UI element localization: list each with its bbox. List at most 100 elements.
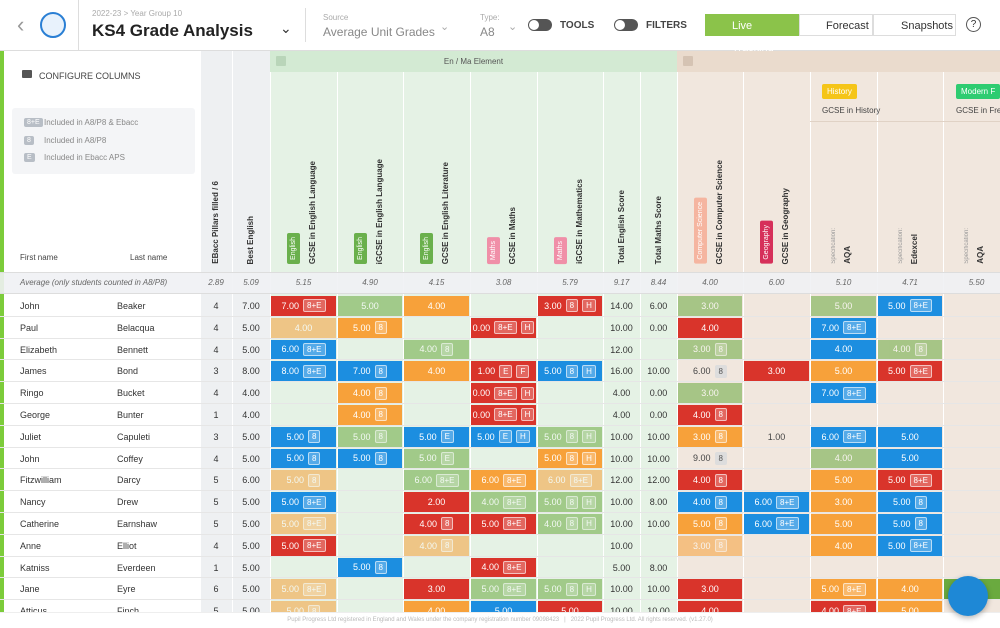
live-tracking-button[interactable]: Live Tracking [705, 14, 799, 54]
last-name: Finch [117, 606, 140, 612]
badge: 8+E [503, 560, 526, 574]
cell-value: 1 [213, 562, 219, 573]
cell-value: 10.00 [647, 453, 670, 464]
cell-value: 3 [213, 366, 219, 377]
average-value: 4.71 [902, 278, 918, 287]
grade: 4.00 [901, 584, 919, 595]
toggle-label: TOOLS [560, 20, 595, 31]
grade-cell: 6.00 8+E [271, 339, 336, 360]
column-header: Total Maths Score [653, 195, 663, 264]
grade-cell: 6.00 8+E [404, 470, 469, 491]
grade-cell: 5.00 8+E [878, 470, 942, 491]
cell-value: 10.00 [610, 497, 633, 508]
grade: 5.00 [821, 584, 840, 595]
cell-value: 0.00 [649, 410, 668, 420]
cell-value: 10.00 [610, 322, 633, 333]
group-header [270, 51, 677, 72]
toggle[interactable] [528, 19, 552, 31]
grade: 3.00 [544, 300, 562, 311]
back-arrow[interactable]: ‹ [17, 12, 25, 37]
grade-cell: 4.00 8+E [811, 601, 876, 612]
divider [78, 0, 79, 50]
grade: 4.00 [693, 475, 711, 486]
grade-cell: 1.00 [744, 427, 809, 447]
badge: 8+E [843, 386, 866, 400]
grade-cell: 5.00 8+E [271, 535, 336, 556]
source-label: Source [323, 13, 349, 22]
cell-value: 4 [213, 540, 219, 551]
chat-button[interactable] [948, 576, 988, 616]
grade: 3.00 [427, 584, 446, 595]
grade: 5.00 [419, 431, 437, 442]
cell-value: 10.00 [647, 606, 670, 612]
row-line [0, 555, 1000, 557]
grade: 6.00 [821, 431, 840, 442]
grade: 5.00 [286, 475, 305, 486]
last-name: Coffey [117, 453, 143, 464]
grade-cell: 3.00 [744, 361, 809, 382]
grade: 4.00 [427, 366, 446, 377]
snapshots-button[interactable]: Snapshots [873, 14, 956, 36]
title-chevron[interactable]: ⌄ [280, 20, 292, 36]
accent-strip [0, 51, 4, 628]
grade-cell: 5.00 8 [338, 448, 402, 469]
badge: 8+E [843, 582, 866, 596]
toggle[interactable] [614, 19, 638, 31]
grade-cell: 5.00 8+E [878, 535, 942, 556]
cell-value: 5.00 [242, 562, 260, 573]
grade: 3.00 [834, 497, 853, 508]
grade-cell: 3.00 [678, 383, 742, 403]
cell-value: 12.00 [610, 475, 633, 486]
column-header: GCSE in Maths [508, 206, 517, 264]
grade-cell: 4.00 8 [678, 470, 742, 491]
columns-icon [22, 70, 32, 78]
grade: 5.00 [281, 584, 300, 595]
cell-value: 5.00 [242, 584, 260, 595]
badge: H [582, 582, 596, 596]
column-bg [603, 51, 640, 612]
legend-label: Included in A8/P8 & Ebacc [44, 118, 139, 127]
row-line [0, 512, 1000, 513]
grade: 1.00 [477, 366, 496, 377]
cell-value: 6 [213, 584, 219, 595]
average-label: Average (only students counted in A8/P8) [20, 278, 168, 287]
column-header: GCSE in English Literature [441, 161, 450, 264]
grade-cell: 4.00 8 [404, 514, 469, 534]
badge: 8+E [503, 473, 526, 487]
badge: 8 [714, 342, 727, 356]
grade: 0.00 [472, 322, 491, 333]
average-value: 5.09 [243, 278, 259, 287]
grade: 3.00 [701, 584, 719, 595]
row-line [0, 533, 1000, 535]
configure-columns[interactable]: CONFIGURE COLUMNS [39, 71, 141, 81]
cell-value: 5.00 [242, 344, 260, 355]
grade-cell: 5.00 [538, 601, 602, 612]
grade: 5.00 [286, 606, 305, 612]
avatar[interactable] [40, 12, 66, 38]
row-line [0, 359, 1000, 361]
type-select[interactable]: A8 [480, 25, 495, 39]
subject-tag: Computer Science [694, 198, 707, 264]
cell-value: 10.00 [610, 453, 633, 464]
grade: 4.00 [353, 409, 371, 420]
column-header: GCSE in English Language [308, 160, 317, 264]
cell-value: 5 [213, 497, 219, 508]
forecast-button[interactable]: Forecast [799, 14, 873, 36]
grade-cell: 6.00 8 [678, 361, 742, 381]
grade: 5.00 [281, 497, 300, 508]
average-value: 3.08 [495, 278, 512, 287]
grade: 5.00 [693, 518, 711, 529]
grade: 6.00 [414, 475, 433, 486]
cell-value: 10.00 [610, 584, 633, 595]
cell-value: 14.00 [610, 301, 633, 311]
grade: 4.00 [427, 300, 446, 311]
badge: 8 [914, 495, 927, 509]
help-button[interactable]: ? [966, 17, 981, 32]
column-header: First name [20, 253, 58, 262]
grade-cell: 5.00 8 [271, 470, 336, 491]
badge: 8+E [909, 364, 932, 378]
source-select[interactable]: Average Unit Grades [323, 25, 435, 39]
badge: 8 [308, 451, 321, 465]
badge: H [582, 451, 596, 465]
grade-cell: 3.00 8 [678, 339, 742, 360]
